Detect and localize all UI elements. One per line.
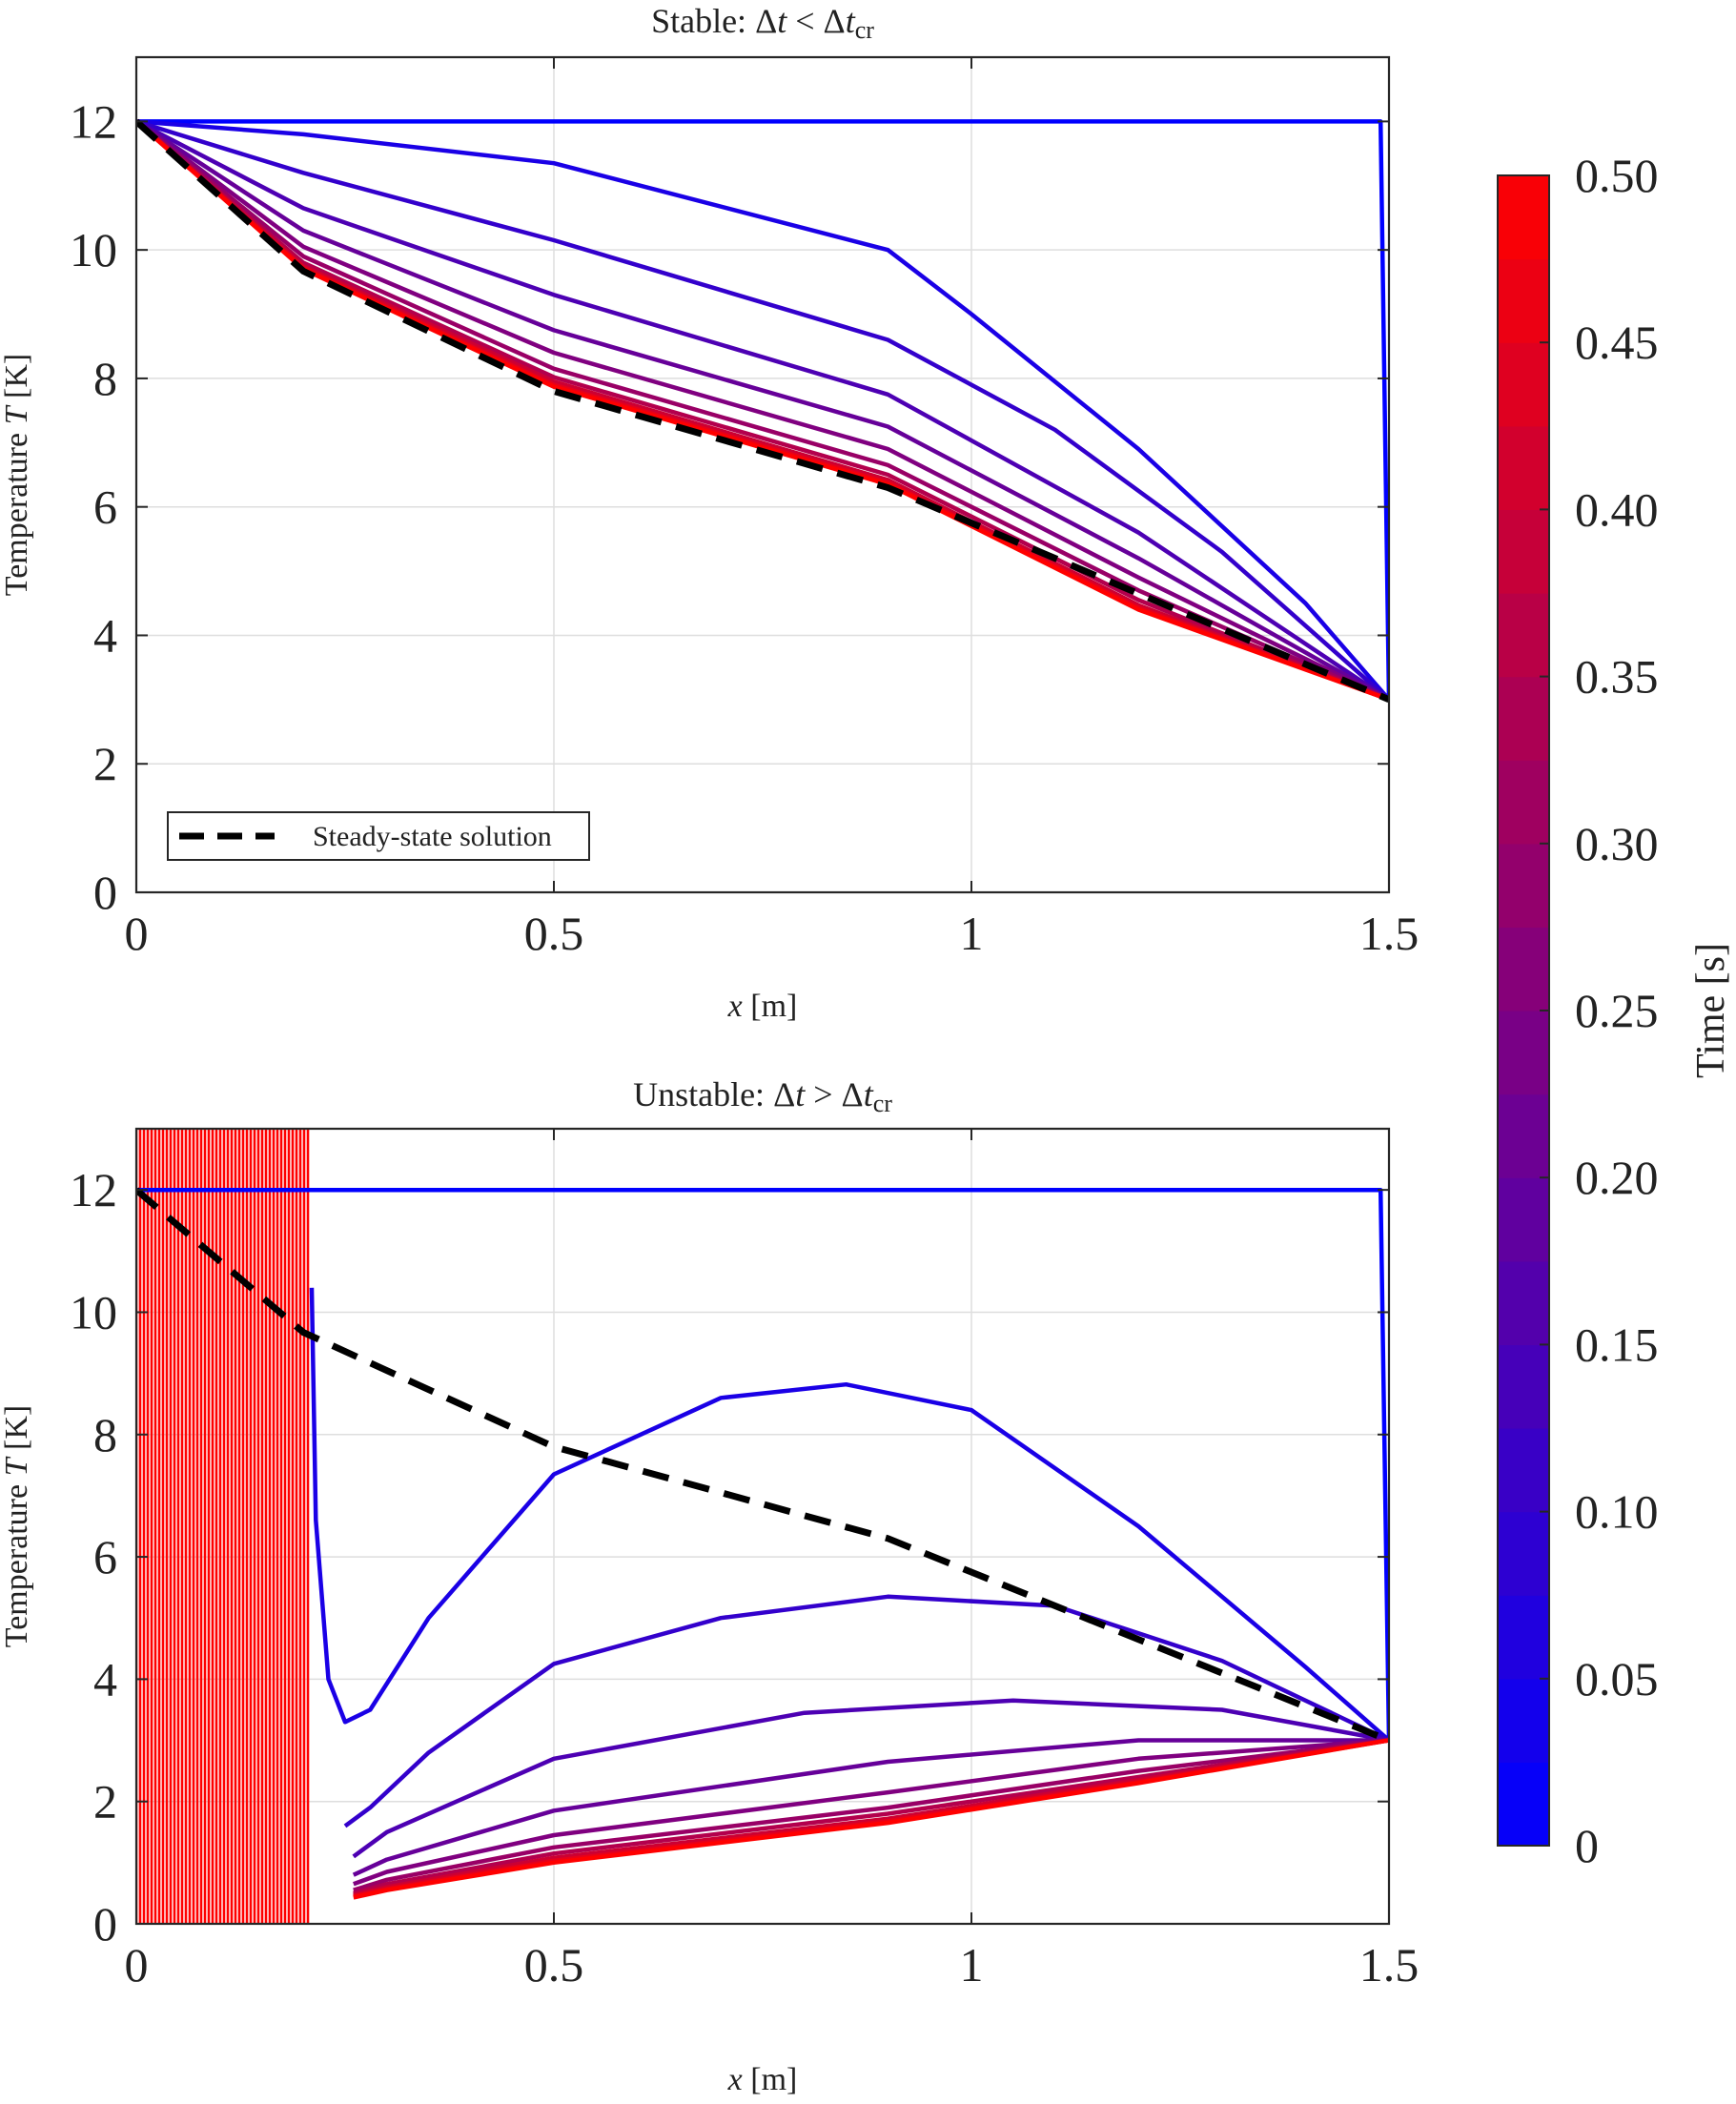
series-line xyxy=(352,1698,1389,1859)
stable-title: Stable: Δt < Δtcr xyxy=(651,2,874,44)
stable-ticks: 0 0.5 1 1.5 0 2 4 6 8 10 12 xyxy=(70,57,1419,960)
y-tick-label: 4 xyxy=(93,608,117,662)
y-tick-label: 12 xyxy=(70,1163,117,1216)
unstable-ticks: 0 0.5 1 1.5 0 2 4 6 8 10 12 xyxy=(70,1129,1419,1992)
series-line xyxy=(136,119,1389,702)
x-tick-label: 1 xyxy=(960,1938,984,1992)
stable-x-axis-label: x [m] xyxy=(727,989,798,1024)
colorbar-tick-label: 0.10 xyxy=(1575,1485,1659,1539)
colorbar-band xyxy=(1498,1011,1549,1095)
x-tick-label: 1.5 xyxy=(1359,1938,1419,1992)
colorbar-bands xyxy=(1498,175,1549,1847)
y-tick-label: 6 xyxy=(93,1530,117,1583)
colorbar-band xyxy=(1498,1177,1549,1262)
colorbar-label: Time [s] xyxy=(1689,943,1733,1078)
colorbar-band xyxy=(1498,1428,1549,1513)
colorbar-band xyxy=(1498,1260,1549,1345)
y-tick-label: 6 xyxy=(93,480,117,534)
unstable-x-axis-label: x [m] xyxy=(727,2062,798,2097)
colorbar-tick-label: 0.50 xyxy=(1575,149,1659,202)
colorbar-band xyxy=(1498,676,1549,761)
series-line xyxy=(352,1738,1389,1877)
series-line xyxy=(136,1187,1389,1741)
series-line xyxy=(136,119,1389,702)
y-tick-label: 10 xyxy=(70,1285,117,1338)
colorbar-band xyxy=(1498,1344,1549,1429)
series-line xyxy=(136,119,1389,702)
colorbar-tick-label: 0.45 xyxy=(1575,316,1659,369)
y-tick-label: 0 xyxy=(93,1897,117,1951)
colorbar-band xyxy=(1498,258,1549,343)
series-line xyxy=(136,119,1389,702)
colorbar-band xyxy=(1498,1595,1549,1680)
colorbar-band xyxy=(1498,509,1549,594)
y-tick-label: 10 xyxy=(70,223,117,276)
stable-plot-area xyxy=(136,118,1389,704)
series-line xyxy=(353,1738,1389,1892)
colorbar-tick-label: 0.30 xyxy=(1575,817,1659,870)
unstable-y-axis-label: Temperature T [K] xyxy=(0,1405,34,1647)
colorbar-tick-label: 0.40 xyxy=(1575,482,1659,536)
x-tick-label: 0.5 xyxy=(524,907,584,960)
x-tick-label: 0 xyxy=(125,907,149,960)
colorbar-tick-label: 0.20 xyxy=(1575,1151,1659,1204)
unstable-grid xyxy=(136,1129,1389,1924)
colorbar-band xyxy=(1498,593,1549,678)
series-line xyxy=(136,119,1389,702)
colorbar-tick-label: 0.25 xyxy=(1575,984,1659,1037)
stable-grid xyxy=(136,57,1389,892)
colorbar-band xyxy=(1498,175,1549,260)
series-line xyxy=(309,1287,1389,1743)
colorbar-tick-label: 0.15 xyxy=(1575,1318,1659,1371)
y-tick-label: 12 xyxy=(70,94,117,148)
x-tick-label: 1.5 xyxy=(1359,907,1419,960)
steady-state-line xyxy=(136,118,1389,704)
series-line xyxy=(353,1738,1389,1900)
legend-label: Steady-state solution xyxy=(313,821,552,852)
series-line xyxy=(343,1594,1389,1828)
colorbar-tick-label: 0.05 xyxy=(1575,1652,1659,1706)
y-tick-label: 2 xyxy=(93,1775,117,1828)
series-line xyxy=(353,1738,1389,1896)
colorbar-band xyxy=(1498,1093,1549,1178)
steady-state-line xyxy=(136,1187,1389,1744)
y-tick-label: 4 xyxy=(93,1652,117,1706)
series-line xyxy=(353,1738,1389,1887)
x-tick-label: 0 xyxy=(125,1938,149,1992)
series-line xyxy=(136,119,1389,700)
y-tick-label: 8 xyxy=(93,352,117,405)
series-line xyxy=(136,119,1389,702)
stable-panel: Stable: Δt < Δtcr 0 0.5 1 1.5 0 2 4 6 8 10 12 x [m… xyxy=(0,2,1419,1024)
y-tick-label: 0 xyxy=(93,866,117,919)
unstable-axes-box xyxy=(134,1127,1391,1926)
colorbar: 0 0.05 0.10 0.15 0.20 0.25 0.30 0.35 0.40 0.45 0.5… xyxy=(1497,149,1733,1872)
series-line xyxy=(136,119,1389,702)
series-line xyxy=(136,119,1389,702)
stable-y-axis-label: Temperature T [K] xyxy=(0,354,34,596)
colorbar-band xyxy=(1498,425,1549,510)
stable-axes-box xyxy=(134,55,1391,894)
unstable-panel: Unstable: Δt > Δtcr 0 0.5 1 1.5 0 2 4 6 8 10 12 x … xyxy=(0,1075,1419,2097)
stable-legend: Steady-state solution xyxy=(167,811,590,861)
colorbar-band xyxy=(1498,843,1549,928)
y-tick-label: 2 xyxy=(93,737,117,790)
colorbar-tick-label: 0 xyxy=(1575,1819,1599,1872)
colorbar-band xyxy=(1498,342,1549,427)
colorbar-band xyxy=(1498,1678,1549,1763)
colorbar-tick-label: 0.35 xyxy=(1575,650,1659,704)
unstable-title: Unstable: Δt > Δtcr xyxy=(633,1075,892,1117)
series-line xyxy=(136,119,1389,702)
series-line xyxy=(136,119,1389,702)
y-tick-label: 8 xyxy=(93,1408,117,1461)
colorbar-band xyxy=(1498,1762,1549,1847)
colorbar-ticks: 0 0.05 0.10 0.15 0.20 0.25 0.30 0.35 0.40 0.45 0.5… xyxy=(1540,149,1659,1872)
colorbar-band xyxy=(1498,927,1549,1011)
x-tick-label: 0.5 xyxy=(524,1938,584,1992)
colorbar-band xyxy=(1498,1511,1549,1596)
unstable-plot-area xyxy=(136,1129,1389,1924)
colorbar-band xyxy=(1498,760,1549,845)
x-tick-label: 1 xyxy=(960,907,984,960)
